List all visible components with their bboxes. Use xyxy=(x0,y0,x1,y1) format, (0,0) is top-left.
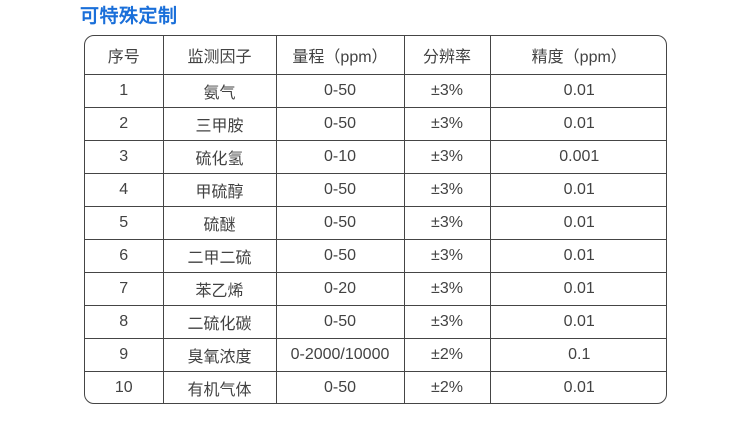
cell-factor: 苯乙烯 xyxy=(162,271,277,306)
cell-factor: 二甲二硫 xyxy=(162,238,277,273)
table-header-row: 序号 监测因子 量程（ppm） 分辨率 精度（ppm） xyxy=(85,36,666,75)
cell-range: 0-50 xyxy=(275,238,405,273)
cell-resolution: ±3% xyxy=(403,139,491,174)
cell-resolution: ±3% xyxy=(403,238,491,273)
cell-precision: 0.01 xyxy=(489,370,666,403)
page-title: 可特殊定制 xyxy=(80,6,178,27)
cell-seq: 10 xyxy=(85,370,164,403)
cell-range: 0-20 xyxy=(275,271,405,306)
cell-seq: 9 xyxy=(85,337,164,372)
spec-table-container: 序号 监测因子 量程（ppm） 分辨率 精度（ppm） 1 氨气 0-50 ±3… xyxy=(84,35,667,404)
cell-range: 0-50 xyxy=(275,106,405,141)
cell-range: 0-50 xyxy=(275,172,405,207)
cell-seq: 2 xyxy=(85,106,164,141)
cell-seq: 6 xyxy=(85,238,164,273)
cell-resolution: ±2% xyxy=(403,370,491,403)
header-seq: 序号 xyxy=(85,36,164,75)
cell-range: 0-50 xyxy=(275,73,405,108)
cell-precision: 0.001 xyxy=(489,139,666,174)
cell-seq: 7 xyxy=(85,271,164,306)
cell-seq: 8 xyxy=(85,304,164,339)
cell-range: 0-50 xyxy=(275,370,405,403)
table-row: 10 有机气体 0-50 ±2% 0.01 xyxy=(85,370,666,403)
cell-range: 0-50 xyxy=(275,205,405,240)
cell-factor: 硫醚 xyxy=(162,205,277,240)
cell-factor: 甲硫醇 xyxy=(162,172,277,207)
cell-precision: 0.01 xyxy=(489,304,666,339)
cell-precision: 0.01 xyxy=(489,271,666,306)
cell-seq: 4 xyxy=(85,172,164,207)
header-precision: 精度（ppm） xyxy=(489,36,666,75)
cell-seq: 5 xyxy=(85,205,164,240)
cell-precision: 0.01 xyxy=(489,172,666,207)
cell-range: 0-50 xyxy=(275,304,405,339)
cell-resolution: ±3% xyxy=(403,172,491,207)
spec-table: 序号 监测因子 量程（ppm） 分辨率 精度（ppm） 1 氨气 0-50 ±3… xyxy=(85,36,666,403)
table-row: 8 二硫化碳 0-50 ±3% 0.01 xyxy=(85,304,666,339)
cell-seq: 1 xyxy=(85,73,164,108)
table-row: 9 臭氧浓度 0-2000/10000 ±2% 0.1 xyxy=(85,337,666,372)
cell-factor: 三甲胺 xyxy=(162,106,277,141)
cell-resolution: ±3% xyxy=(403,73,491,108)
table-row: 2 三甲胺 0-50 ±3% 0.01 xyxy=(85,106,666,141)
cell-precision: 0.01 xyxy=(489,238,666,273)
header-resolution: 分辨率 xyxy=(403,36,491,75)
cell-resolution: ±2% xyxy=(403,337,491,372)
cell-resolution: ±3% xyxy=(403,106,491,141)
cell-resolution: ±3% xyxy=(403,304,491,339)
cell-precision: 0.01 xyxy=(489,106,666,141)
cell-precision: 0.01 xyxy=(489,73,666,108)
cell-resolution: ±3% xyxy=(403,205,491,240)
table-row: 1 氨气 0-50 ±3% 0.01 xyxy=(85,73,666,108)
cell-factor: 臭氧浓度 xyxy=(162,337,277,372)
cell-resolution: ±3% xyxy=(403,271,491,306)
table-row: 6 二甲二硫 0-50 ±3% 0.01 xyxy=(85,238,666,273)
cell-range: 0-2000/10000 xyxy=(275,337,405,372)
cell-factor: 二硫化碳 xyxy=(162,304,277,339)
table-row: 7 苯乙烯 0-20 ±3% 0.01 xyxy=(85,271,666,306)
cell-factor: 有机气体 xyxy=(162,370,277,403)
header-factor: 监测因子 xyxy=(162,36,277,75)
cell-precision: 0.1 xyxy=(489,337,666,372)
table-row: 4 甲硫醇 0-50 ±3% 0.01 xyxy=(85,172,666,207)
cell-factor: 硫化氢 xyxy=(162,139,277,174)
header-range: 量程（ppm） xyxy=(275,36,405,75)
table-row: 3 硫化氢 0-10 ±3% 0.001 xyxy=(85,139,666,174)
table-row: 5 硫醚 0-50 ±3% 0.01 xyxy=(85,205,666,240)
cell-factor: 氨气 xyxy=(162,73,277,108)
cell-seq: 3 xyxy=(85,139,164,174)
cell-precision: 0.01 xyxy=(489,205,666,240)
cell-range: 0-10 xyxy=(275,139,405,174)
